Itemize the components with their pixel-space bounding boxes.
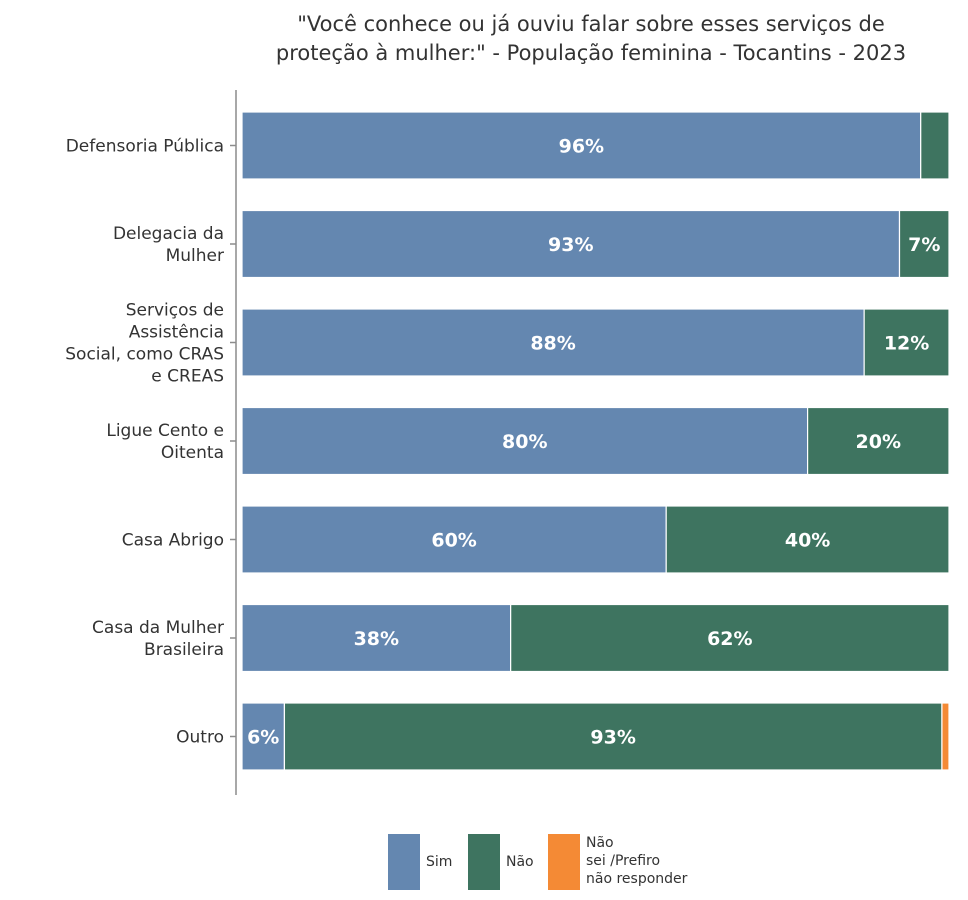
data-label: 20% xyxy=(856,431,901,453)
bar-segment xyxy=(898,209,950,279)
data-label: 88% xyxy=(530,333,575,355)
legend-label: Não xyxy=(506,854,534,870)
legend-label: Sim xyxy=(426,854,453,870)
bar-segment xyxy=(863,308,950,377)
data-label: 12% xyxy=(884,333,929,355)
chart-title: "Você conhece ou já ouviu falar sobre es… xyxy=(216,10,966,68)
chart-title-line-1: "Você conhece ou já ouviu falar sobre es… xyxy=(297,12,885,36)
bar-segment xyxy=(241,505,667,574)
bar-segment xyxy=(241,308,865,377)
bar-segment xyxy=(941,702,950,771)
legend-label: Não sei /Prefiro não responder xyxy=(586,835,688,887)
category-label: Outro xyxy=(176,728,224,748)
bar-segment xyxy=(241,111,922,180)
data-label: 93% xyxy=(548,234,593,256)
category-label: Serviços de xyxy=(126,301,224,321)
data-label: 7% xyxy=(908,234,940,256)
category-label: Assistência xyxy=(129,323,224,343)
category-label: Defensoria Pública xyxy=(66,137,224,157)
bar-segment xyxy=(510,603,950,673)
bar-segment xyxy=(920,111,950,180)
legend-swatch xyxy=(548,834,580,890)
category-label: Casa Abrigo xyxy=(122,531,224,551)
data-label: 60% xyxy=(431,530,476,552)
data-label: 6% xyxy=(247,727,279,749)
data-label: 62% xyxy=(707,628,752,650)
category-label: Brasileira xyxy=(144,640,224,660)
bar-segment xyxy=(241,603,512,673)
category-label: Delegacia da xyxy=(113,224,224,244)
data-label: 38% xyxy=(354,628,399,650)
category-label: e CREAS xyxy=(151,367,224,387)
chart-title-line-2: proteção à mulher:" - População feminina… xyxy=(275,41,907,65)
data-label: 40% xyxy=(785,530,830,552)
bar-segment xyxy=(241,209,901,279)
bar-segment xyxy=(806,406,950,476)
bar-segment xyxy=(241,702,286,771)
legend-swatch xyxy=(468,834,500,890)
category-label: Ligue Cento e xyxy=(106,421,224,441)
legend-swatch xyxy=(388,834,420,890)
category-label: Oitenta xyxy=(161,443,224,463)
category-label: Mulher xyxy=(166,246,224,266)
category-label: Casa da Mulher xyxy=(92,618,224,638)
data-label: 80% xyxy=(502,431,547,453)
bar-segment xyxy=(665,505,950,574)
data-label: 96% xyxy=(559,136,604,158)
bar-segment xyxy=(283,702,943,771)
data-label: 93% xyxy=(590,727,635,749)
category-label: Social, como CRAS xyxy=(65,345,224,365)
bar-segment xyxy=(241,406,809,476)
